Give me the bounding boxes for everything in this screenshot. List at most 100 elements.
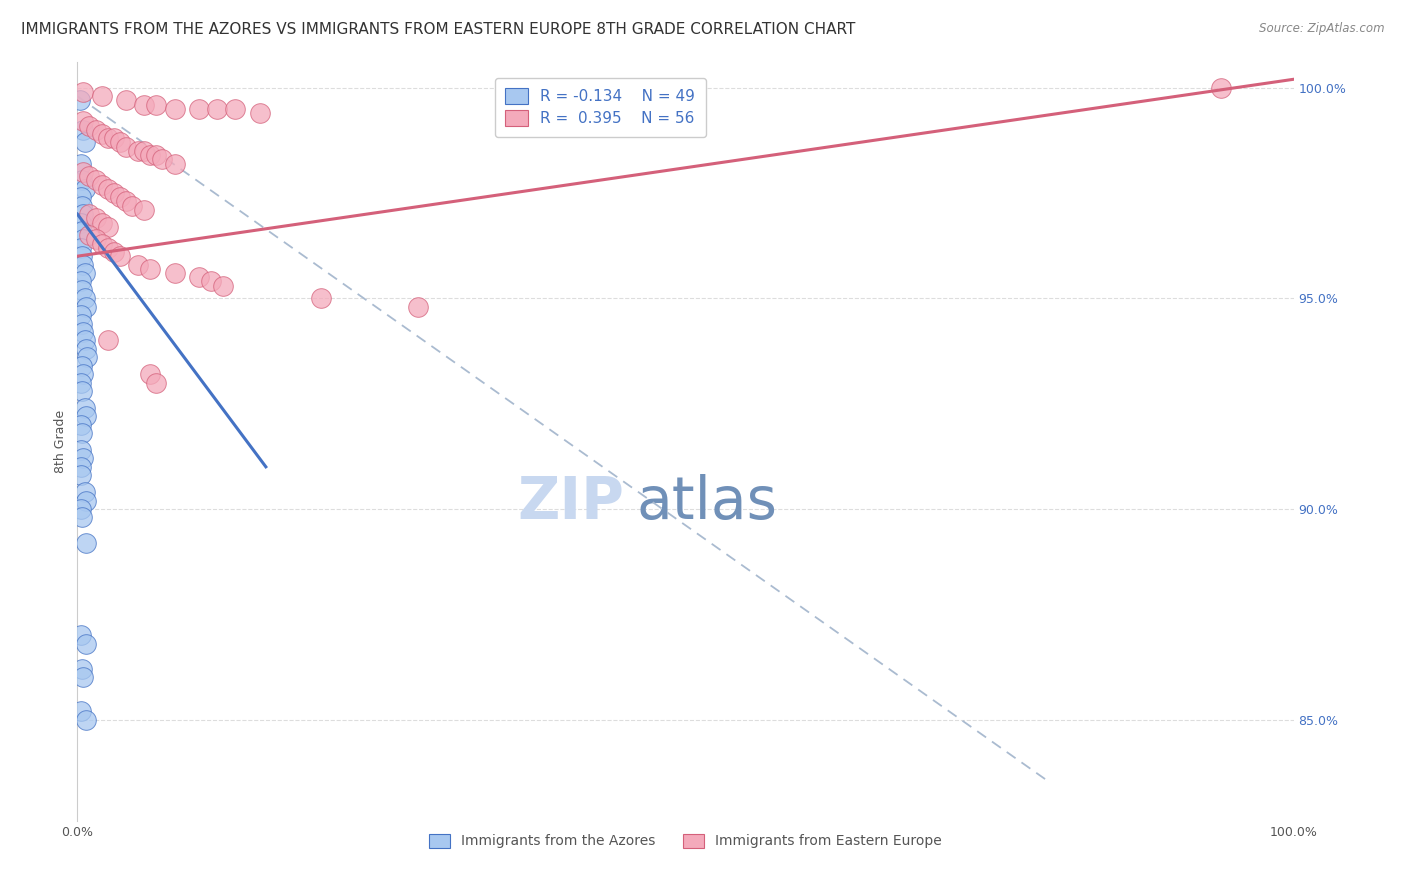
Point (70, 199, 93, 213)
Point (224, 102, 246, 116)
Point (212, 278, 235, 293)
Point (103, 186, 125, 200)
Point (84, 173, 107, 187)
Point (72, 232, 94, 246)
Point (115, 93, 138, 107)
Point (75, 342, 97, 356)
Point (90, 178, 112, 192)
Point (90, 89, 112, 103)
Point (73, 334, 96, 348)
Point (72, 85, 94, 99)
Point (97, 219, 120, 234)
Point (200, 275, 222, 289)
Point (75, 637, 97, 651)
Point (309, 291, 332, 305)
Point (115, 194, 138, 209)
Point (163, 156, 186, 170)
Point (72, 207, 94, 221)
Point (70, 417, 93, 432)
Text: atlas: atlas (637, 474, 778, 531)
Point (72, 123, 94, 137)
Point (139, 367, 162, 381)
Point (75, 713, 97, 727)
Point (70, 468, 93, 483)
Point (73, 291, 96, 305)
Point (70, 190, 93, 204)
Point (139, 261, 162, 276)
Point (70, 249, 93, 263)
Point (70, 704, 93, 718)
Point (70, 359, 93, 373)
Point (70, 224, 93, 238)
Point (145, 148, 167, 162)
Point (73, 266, 96, 280)
Point (108, 249, 131, 263)
Point (139, 148, 162, 162)
Point (70, 459, 93, 474)
Point (70, 283, 93, 297)
Point (70, 376, 93, 390)
Point (406, 300, 429, 314)
Point (188, 270, 211, 285)
Point (70, 384, 93, 398)
Point (249, 106, 271, 120)
Point (103, 244, 125, 259)
Point (72, 114, 94, 128)
Point (70, 215, 93, 229)
Point (73, 485, 96, 500)
Point (188, 102, 211, 116)
Point (79, 169, 101, 184)
Point (70, 241, 93, 255)
Text: ZIP: ZIP (517, 474, 624, 531)
Point (72, 325, 94, 339)
Point (73, 182, 96, 196)
Point (79, 119, 101, 133)
Point (75, 409, 97, 424)
Text: IMMIGRANTS FROM THE AZORES VS IMMIGRANTS FROM EASTERN EUROPE 8TH GRADE CORRELATI: IMMIGRANTS FROM THE AZORES VS IMMIGRANTS… (21, 22, 855, 37)
Point (70, 628, 93, 642)
Point (121, 199, 143, 213)
Point (97, 182, 120, 196)
Point (75, 535, 97, 549)
Point (70, 275, 93, 289)
Point (79, 228, 101, 243)
Point (73, 401, 96, 415)
Point (127, 144, 149, 158)
Point (127, 258, 149, 272)
Point (72, 367, 94, 381)
Point (70, 426, 93, 441)
Point (145, 97, 167, 112)
Point (205, 102, 228, 116)
Point (134, 97, 156, 112)
Point (75, 300, 97, 314)
Point (72, 670, 94, 684)
Point (70, 156, 93, 170)
Point (163, 102, 186, 116)
Point (152, 153, 174, 167)
Point (84, 232, 107, 246)
Point (69, 93, 91, 107)
Point (90, 236, 112, 251)
Point (163, 266, 186, 280)
Point (103, 131, 125, 145)
Point (108, 136, 131, 150)
Point (108, 190, 131, 204)
Point (115, 139, 138, 153)
Point (72, 451, 94, 466)
Point (73, 136, 96, 150)
Point (70, 662, 93, 676)
Point (134, 144, 156, 158)
Y-axis label: 8th Grade: 8th Grade (53, 410, 67, 473)
Point (70, 173, 93, 187)
Point (75, 493, 97, 508)
Point (79, 207, 101, 221)
Point (90, 215, 112, 229)
Point (72, 165, 94, 179)
Text: Source: ZipAtlas.com: Source: ZipAtlas.com (1260, 22, 1385, 36)
Point (70, 308, 93, 322)
Point (70, 442, 93, 457)
Point (70, 317, 93, 331)
Point (90, 127, 112, 141)
Point (97, 334, 120, 348)
Point (84, 123, 107, 137)
